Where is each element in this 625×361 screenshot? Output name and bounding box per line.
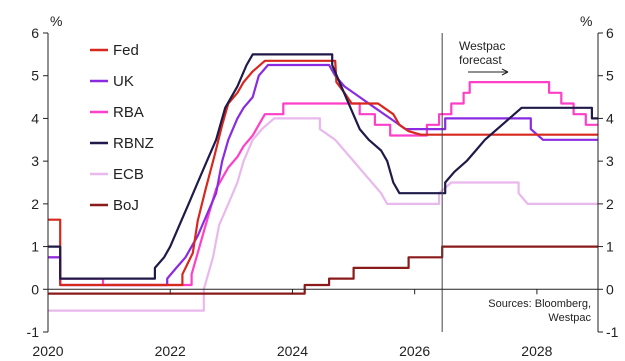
forecast-annotation-line1: Westpac — [459, 39, 505, 53]
series-layer — [48, 53, 598, 312]
source-line1: Sources: Bloomberg, — [488, 298, 591, 310]
y-tick-label-right: 3 — [606, 153, 614, 169]
y-tick-label-right: 1 — [606, 239, 614, 255]
series-line-boj — [48, 245, 598, 295]
y-tick-label-left: 6 — [31, 25, 39, 41]
forecast-annotation-line2: forecast — [459, 53, 502, 67]
x-tick-label: 2028 — [521, 343, 552, 359]
y-tick-label-right: -1 — [606, 324, 619, 340]
y-tick-label-left: 1 — [31, 239, 39, 255]
series-line-rbnz — [48, 53, 598, 280]
y-tick-label-right: 0 — [606, 281, 614, 297]
y-tick-label-left: 3 — [31, 153, 39, 169]
left-axis-unit: % — [50, 13, 62, 29]
legend-label-fed: Fed — [113, 42, 139, 59]
legend-label-rbnz: RBNZ — [113, 135, 154, 152]
right-axis-unit: % — [580, 13, 592, 29]
y-tick-label-left: 0 — [31, 281, 39, 297]
y-tick-label-right: 6 — [606, 25, 614, 41]
series-line-uk — [48, 63, 598, 287]
legend-label-rba: RBA — [113, 104, 144, 121]
series-line-rba — [48, 81, 598, 287]
y-tick-label-right: 5 — [606, 68, 614, 84]
x-tick-label: 2026 — [399, 343, 430, 359]
legend-label-boj: BoJ — [113, 197, 139, 214]
legend-label-uk: UK — [113, 73, 134, 90]
y-tick-label-right: 2 — [606, 196, 614, 212]
source-line2: Westpac — [548, 312, 591, 324]
y-tick-label-left: -1 — [27, 324, 40, 340]
x-tick-label: 2020 — [32, 343, 63, 359]
series-line-ecb — [48, 117, 598, 312]
series-line-fed — [48, 59, 598, 287]
y-tick-label-left: 5 — [31, 68, 39, 84]
ticks-layer: -1 -1 0 0 1 1 2 2 3 3 4 4 5 5 6 6 2020 2022 2024 2026 2028 — [27, 25, 619, 359]
forecast-arrow-head — [501, 68, 509, 76]
x-tick-label: 2024 — [277, 343, 308, 359]
forecast-annotation: Westpac forecast — [459, 39, 509, 76]
y-tick-label-right: 4 — [606, 110, 614, 126]
legend-label-ecb: ECB — [113, 166, 144, 183]
source-note: Sources: Bloomberg, Westpac — [488, 298, 591, 324]
x-tick-label: 2022 — [155, 343, 186, 359]
legend: Fed UK RBA RBNZ ECB BoJ — [90, 42, 154, 214]
y-tick-label-left: 2 — [31, 196, 39, 212]
y-tick-label-left: 4 — [31, 110, 39, 126]
